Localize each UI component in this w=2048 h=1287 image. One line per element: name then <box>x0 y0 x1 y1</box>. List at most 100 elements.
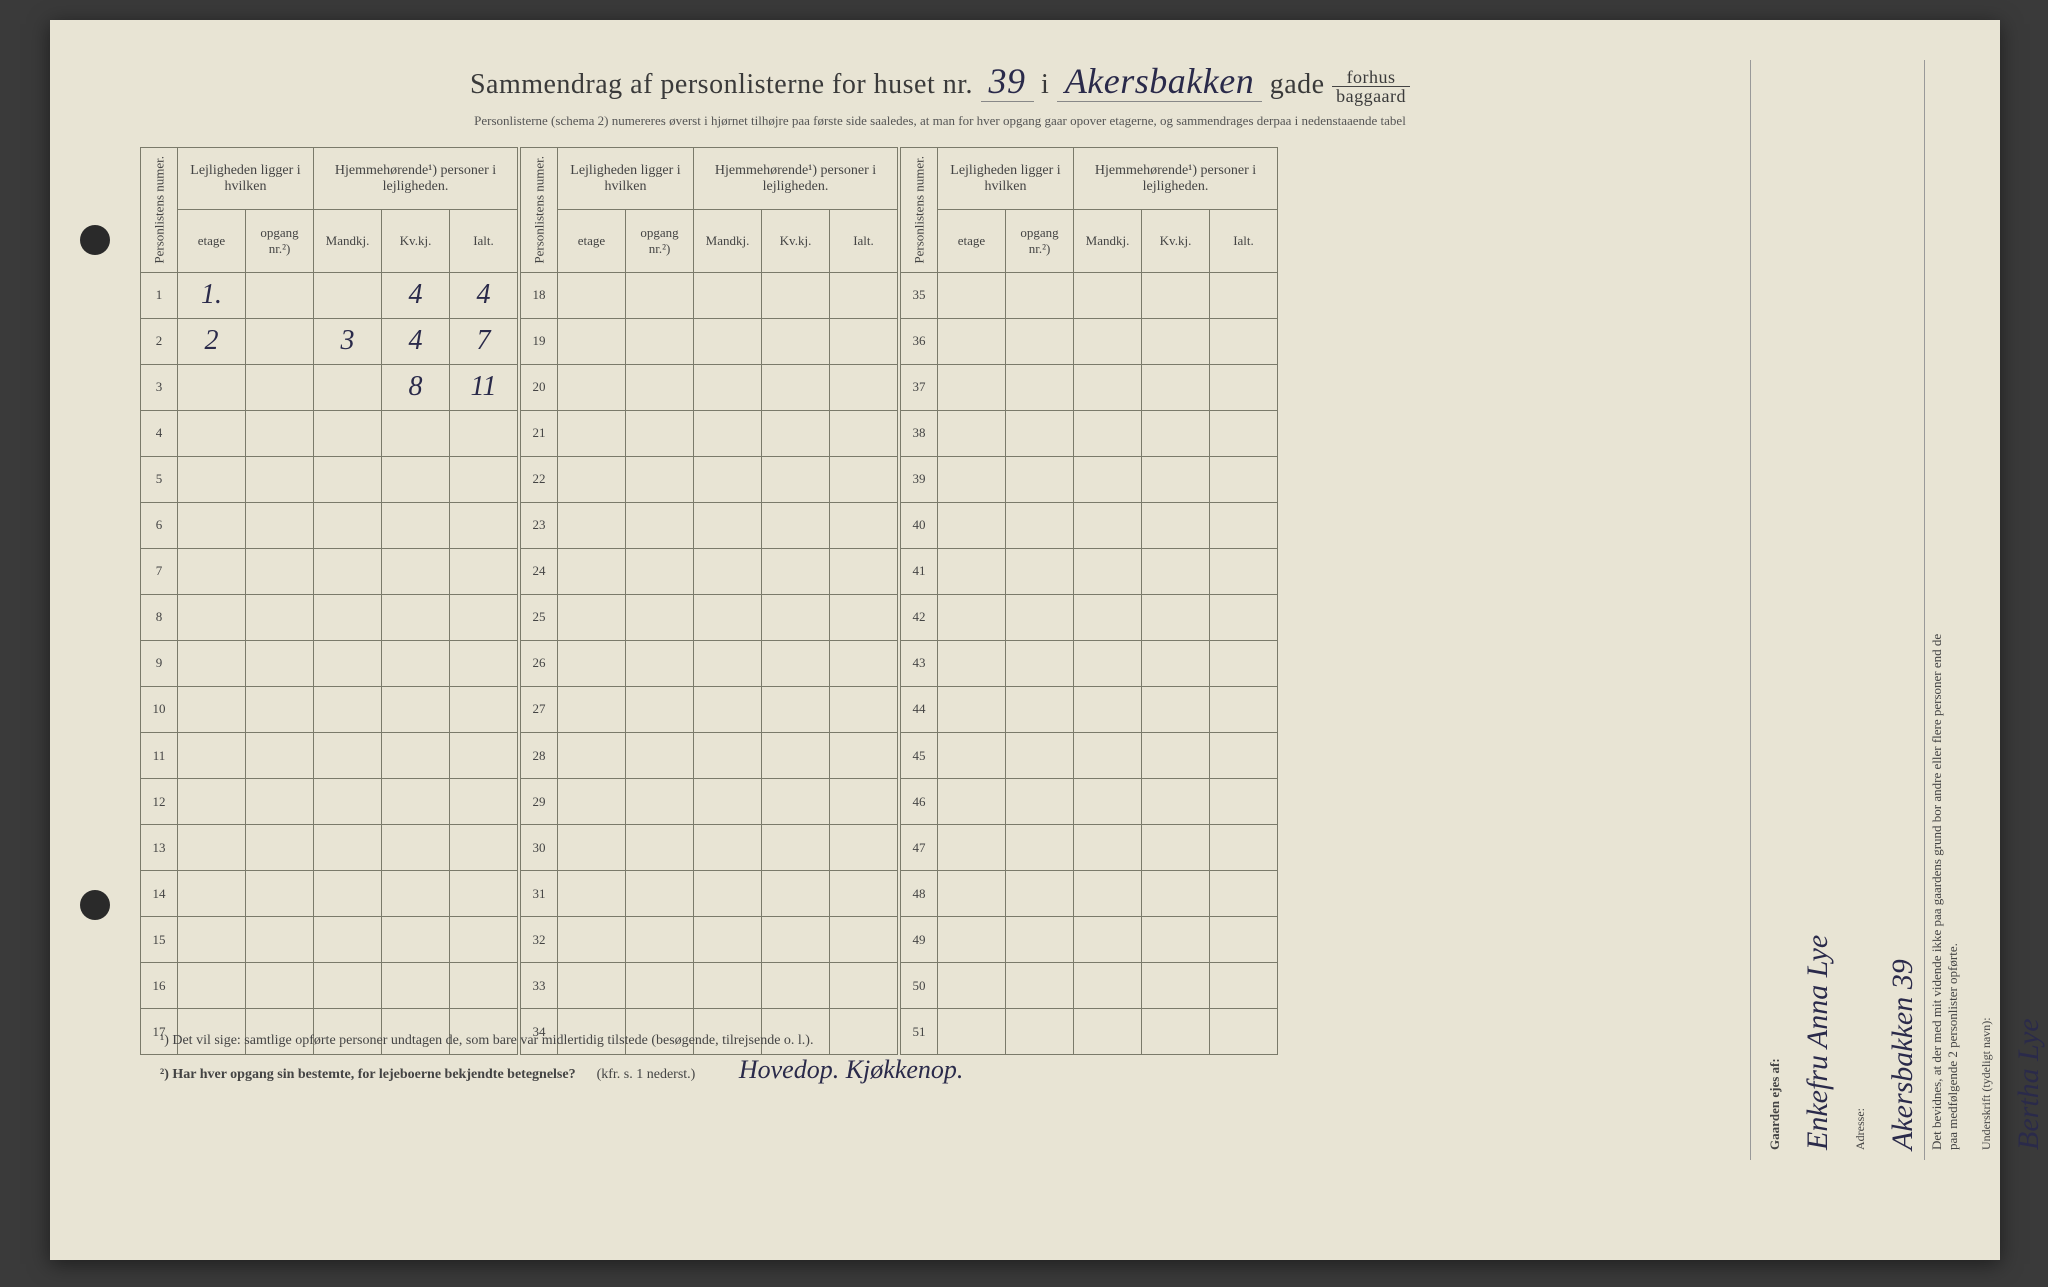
table-row: 36 <box>901 318 1278 364</box>
table-row: 27 <box>521 686 898 732</box>
cell-opgang <box>246 502 314 548</box>
cell-ialt <box>1210 917 1278 963</box>
cell-kvkj <box>382 548 450 594</box>
census-table-block: Personlistens numer.Lejligheden ligger i… <box>520 147 898 1055</box>
cell-mandkj <box>1074 871 1142 917</box>
cell-mandkj <box>314 917 382 963</box>
cell-etage <box>558 410 626 456</box>
cell-kvkj <box>1142 825 1210 871</box>
row-number: 10 <box>141 686 178 732</box>
row-number: 29 <box>521 779 558 825</box>
row-number: 36 <box>901 318 938 364</box>
table-row: 6 <box>141 502 518 548</box>
cell-ialt <box>830 825 898 871</box>
row-number: 1 <box>141 272 178 318</box>
cell-etage <box>558 779 626 825</box>
cell-ialt <box>830 594 898 640</box>
footnote-2-answer: Hovedop. Kjøkkenop. <box>739 1055 964 1084</box>
col-personlistens: Personlistens numer. <box>901 148 938 273</box>
table-row: 25 <box>521 594 898 640</box>
cell-opgang <box>626 686 694 732</box>
cell-mandkj <box>1074 917 1142 963</box>
cell-opgang <box>626 779 694 825</box>
cell-etage <box>178 779 246 825</box>
cell-ialt <box>1210 502 1278 548</box>
table-row: 38 <box>901 410 1278 456</box>
cell-mandkj <box>694 456 762 502</box>
cell-kvkj <box>762 410 830 456</box>
cell-kvkj <box>762 364 830 410</box>
table-row: 11 <box>141 733 518 779</box>
margin-upper-block: Det bevidnes, at der med mit vidende ikk… <box>1924 60 2048 1160</box>
signature-label: Underskrift (tydeligt navn): <box>1979 70 1994 1150</box>
cell-mandkj: 3 <box>314 318 382 364</box>
cell-mandkj <box>314 686 382 732</box>
col-lejligheden: Lejligheden ligger i hvilken <box>178 148 314 210</box>
table-row: 16 <box>141 963 518 1009</box>
cell-opgang <box>1006 502 1074 548</box>
fraction-bottom: baggaard <box>1332 87 1410 105</box>
cell-opgang <box>626 871 694 917</box>
cell-mandkj <box>694 686 762 732</box>
table-row: 22 <box>521 456 898 502</box>
cell-ialt <box>450 917 518 963</box>
cell-mandkj <box>314 364 382 410</box>
cell-ialt <box>450 548 518 594</box>
cell-ialt <box>450 410 518 456</box>
cell-mandkj <box>1074 272 1142 318</box>
street-name: Akersbakken <box>1057 61 1262 102</box>
cell-opgang <box>246 410 314 456</box>
cell-opgang <box>626 640 694 686</box>
cell-kvkj <box>762 779 830 825</box>
cell-opgang <box>626 548 694 594</box>
cell-mandkj <box>694 548 762 594</box>
col-personlistens: Personlistens numer. <box>521 148 558 273</box>
cell-ialt <box>1210 1009 1278 1055</box>
row-number: 21 <box>521 410 558 456</box>
row-number: 27 <box>521 686 558 732</box>
cell-ialt <box>830 963 898 1009</box>
cell-ialt <box>450 640 518 686</box>
row-number: 7 <box>141 548 178 594</box>
cell-etage <box>558 502 626 548</box>
cell-mandkj <box>694 272 762 318</box>
row-number: 45 <box>901 733 938 779</box>
cell-kvkj <box>382 594 450 640</box>
cell-opgang <box>1006 1009 1074 1055</box>
table-row: 33 <box>521 963 898 1009</box>
row-number: 35 <box>901 272 938 318</box>
row-number: 4 <box>141 410 178 456</box>
house-number: 39 <box>981 61 1034 102</box>
cell-ialt <box>830 871 898 917</box>
cell-opgang <box>246 548 314 594</box>
col-hjemmehorende: Hjemmehørende¹) personer i lejligheden. <box>694 148 898 210</box>
cell-etage <box>938 318 1006 364</box>
cell-kvkj <box>1142 364 1210 410</box>
cell-kvkj <box>1142 594 1210 640</box>
table-row: 22347 <box>141 318 518 364</box>
row-number: 9 <box>141 640 178 686</box>
cell-mandkj <box>1074 686 1142 732</box>
row-number: 47 <box>901 825 938 871</box>
cell-mandkj <box>694 917 762 963</box>
cell-mandkj <box>1074 456 1142 502</box>
row-number: 25 <box>521 594 558 640</box>
table-row: 42 <box>901 594 1278 640</box>
col-hjemmehorende: Hjemmehørende¹) personer i lejligheden. <box>314 148 518 210</box>
cell-kvkj <box>382 733 450 779</box>
cell-kvkj <box>382 686 450 732</box>
col-opgang: opgang nr.²) <box>626 210 694 272</box>
cell-kvkj <box>762 594 830 640</box>
cell-etage <box>558 733 626 779</box>
footnote-2-ref: (kfr. s. 1 nederst.) <box>597 1067 696 1082</box>
cell-etage: 1. <box>178 272 246 318</box>
cell-ialt <box>830 456 898 502</box>
cell-etage <box>938 917 1006 963</box>
row-number: 22 <box>521 456 558 502</box>
cell-etage: 2 <box>178 318 246 364</box>
cell-ialt <box>830 1009 898 1055</box>
table-row: 3811 <box>141 364 518 410</box>
cell-kvkj <box>1142 963 1210 1009</box>
col-kvkj: Kv.kj. <box>762 210 830 272</box>
cell-etage <box>178 410 246 456</box>
